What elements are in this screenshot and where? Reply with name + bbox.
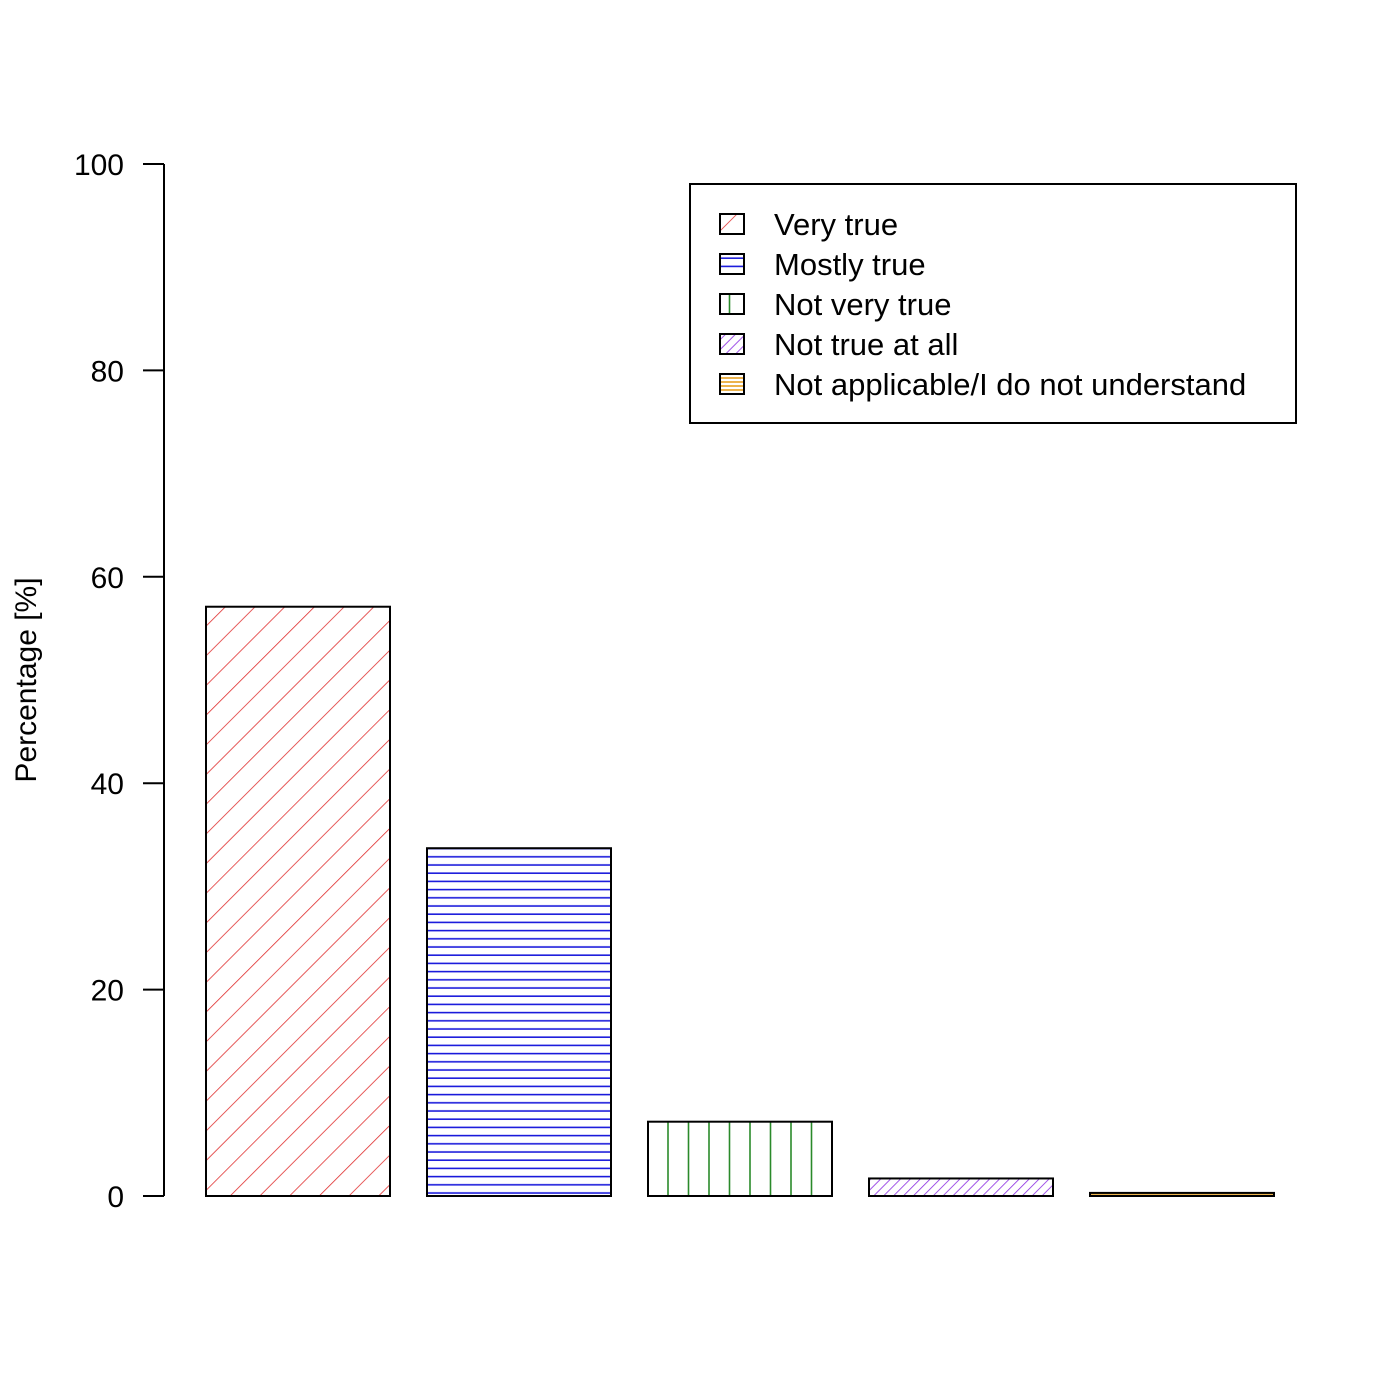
y-tick-label: 20 [91,975,124,1008]
y-tick-label: 100 [74,149,124,182]
y-axis-label: Percentage [%] [10,577,43,782]
bar-3 [647,1120,833,1198]
legend-label: Very true [774,207,898,242]
legend-swatch [719,373,745,395]
legend-label: Not true at all [774,327,958,362]
legend-items: Very true Mostly true Not very true Not tru… [719,207,1246,402]
y-tick-label: 0 [107,1181,124,1214]
bar-5 [1089,1191,1275,1198]
y-tick-label: 40 [91,768,124,801]
legend: Very true Mostly true Not very true Not tru… [689,183,1297,424]
y-axis: 0 20 40 60 80 100 [74,149,165,1214]
legend-box [689,183,1297,424]
y-tick-label: 60 [91,562,124,595]
bar-2 [426,847,612,1197]
legend-swatch [719,253,745,275]
y-tick-label: 80 [91,355,124,388]
bar-4 [868,1177,1054,1198]
legend-swatch [719,213,745,235]
legend-swatch [719,293,745,315]
bar-1 [205,605,391,1197]
y-ticks: 0 20 40 60 80 100 [74,149,164,1214]
bars [205,605,1275,1198]
legend-label: Not very true [774,287,951,322]
legend-swatch [719,333,745,355]
legend-label: Mostly true [774,247,926,282]
legend-label: Not applicable/I do not understand [774,367,1246,402]
